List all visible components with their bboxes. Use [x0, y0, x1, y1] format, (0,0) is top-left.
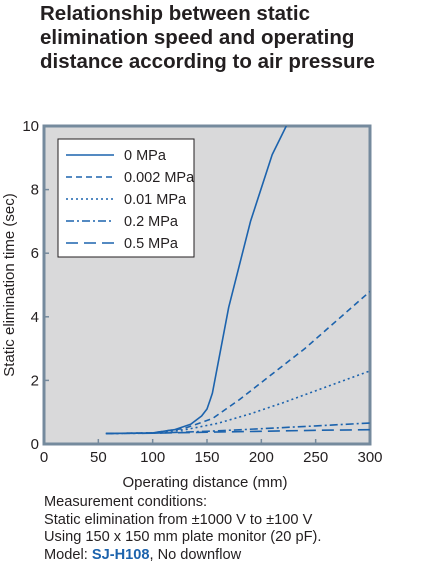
y-tick-label-2: 4 — [31, 309, 39, 326]
chart-title: Relationship between static elimination … — [40, 2, 423, 74]
line-chart: 0 50 100 150 200 250 300 0 2 4 6 8 10 0 MPa 0.002 MPa… — [1, 118, 383, 491]
model-prefix: Model: — [44, 546, 92, 563]
chart-title-line-2: elimination speed and operating — [40, 26, 355, 49]
x-tick-label-1: 50 — [90, 449, 107, 466]
legend-box — [57, 138, 195, 258]
model-name: SJ-H108 — [91, 546, 150, 563]
legend: 0 MPa 0.002 MPa 0.01 MPa 0.2 MPa 0.5 MPa — [57, 138, 195, 258]
y-tick-label-1: 2 — [31, 372, 39, 389]
conditions-heading: Measurement conditions: — [44, 494, 208, 510]
legend-label-3: 0.2 MPa — [124, 214, 179, 230]
series-line-4 — [105, 428, 370, 435]
axis-layer: 0 50 100 150 200 250 300 0 2 4 6 8 10 — [22, 118, 382, 466]
x-tick-label-0: 0 — [40, 449, 48, 466]
chart-title-line-3: distance according to air pressure — [40, 50, 375, 73]
legend-label-1: 0.002 MPa — [124, 170, 195, 186]
y-tick-label-3: 6 — [31, 245, 39, 262]
legend-label-2: 0.01 MPa — [124, 192, 187, 208]
x-axis-label: Operating distance (mm) — [122, 474, 287, 491]
x-tick-label-4: 200 — [249, 449, 274, 466]
conditions-line-2: Using 150 x 150 mm plate monitor (20 pF)… — [44, 529, 322, 545]
conditions-model: Model: SJ-H108, No downflow — [44, 547, 423, 565]
legend-label-0: 0 MPa — [124, 148, 167, 164]
y-tick-label-5: 10 — [22, 118, 39, 135]
x-tick-label-3: 150 — [194, 449, 219, 466]
x-tick-label-6: 300 — [357, 449, 382, 466]
y-axis-label: Static elimination time (sec) — [1, 193, 18, 376]
chart-title-line-1: Relationship between static — [40, 2, 310, 25]
y-tick-label-0: 0 — [31, 436, 39, 453]
y-tick-label-4: 8 — [31, 182, 39, 199]
legend-label-4: 0.5 MPa — [124, 236, 179, 252]
series-line-1 — [105, 290, 370, 435]
x-tick-label-2: 100 — [140, 449, 165, 466]
series-layer — [105, 126, 370, 435]
model-suffix: , No downflow — [149, 546, 242, 563]
measurement-conditions: Measurement conditions: Static eliminati… — [44, 494, 423, 564]
conditions-line-1: Static elimination from ±1000 V to ±100 … — [44, 511, 313, 528]
x-tick-label-5: 250 — [303, 449, 328, 466]
